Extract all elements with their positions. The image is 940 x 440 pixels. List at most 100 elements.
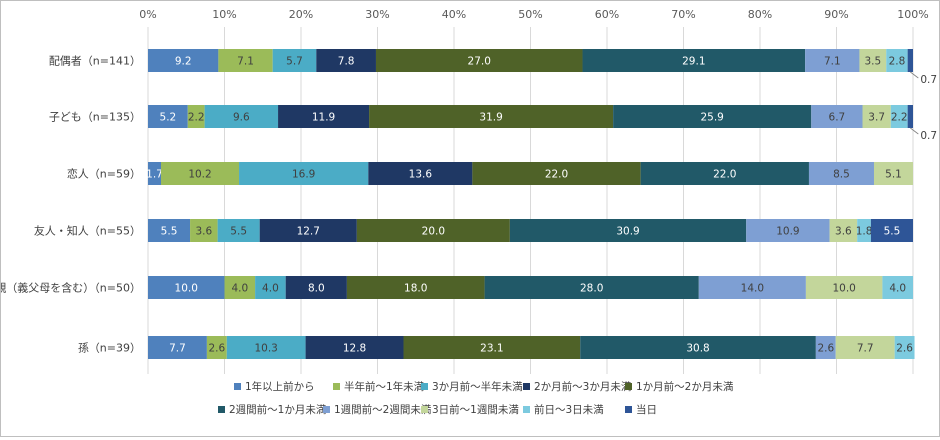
bar-segment xyxy=(870,219,913,242)
data-label: 13.6 xyxy=(409,169,433,181)
legend-swatch xyxy=(218,406,225,413)
legend-label: 1か月前～2か月未満 xyxy=(636,380,734,393)
data-label: 3.5 xyxy=(864,56,881,68)
leader-line xyxy=(910,71,919,79)
bar-segment xyxy=(272,49,317,72)
data-label: 31.9 xyxy=(479,112,502,124)
legend-label: 前日～3日未満 xyxy=(534,403,604,416)
legend-swatch xyxy=(523,383,530,390)
bar-segment xyxy=(239,162,369,185)
legend-label: 3か月前～半年未満 xyxy=(432,380,523,393)
bar-segment xyxy=(369,105,614,128)
bar-segment xyxy=(815,336,836,359)
bar-segment xyxy=(698,276,806,299)
bar-segment xyxy=(161,162,240,185)
bar-segment xyxy=(403,336,581,359)
data-label: 20.0 xyxy=(422,226,445,238)
bar-segment xyxy=(886,49,908,72)
bar-segment xyxy=(278,105,370,128)
bar-segment xyxy=(356,219,510,242)
data-label: 14.0 xyxy=(741,283,764,295)
data-label: 4.0 xyxy=(231,283,248,295)
bar-segment xyxy=(316,49,376,72)
data-label: 1.8 xyxy=(856,226,873,238)
bar-segment xyxy=(894,336,915,359)
data-label: 10.0 xyxy=(832,283,855,295)
data-label: 2.2 xyxy=(188,112,205,124)
data-label: 22.0 xyxy=(713,169,736,181)
bar-segment xyxy=(862,105,891,128)
category-label: 親（義父母を含む）（n=50） xyxy=(1,281,141,295)
data-label: 8.5 xyxy=(833,169,850,181)
bar-segment xyxy=(582,49,806,72)
bar-segment xyxy=(285,276,347,299)
data-label: 3.6 xyxy=(195,226,212,238)
data-label: 23.1 xyxy=(480,343,503,355)
legend-swatch xyxy=(323,406,330,413)
bar-segment xyxy=(808,162,874,185)
bar-segment xyxy=(811,105,863,128)
category-label: 子ども（n=135） xyxy=(49,111,141,124)
data-label: 9.6 xyxy=(233,112,250,124)
x-tick-label: 70% xyxy=(671,8,695,21)
data-label: 16.9 xyxy=(292,169,315,181)
bar-segment xyxy=(907,105,913,128)
data-label: 28.0 xyxy=(580,283,603,295)
legend-swatch xyxy=(625,383,632,390)
data-label: 18.0 xyxy=(404,283,427,295)
legend-label: 当日 xyxy=(636,403,657,416)
legend-swatch xyxy=(333,383,340,390)
bar-segment xyxy=(190,219,218,242)
legend-swatch xyxy=(421,383,428,390)
data-label: 7.8 xyxy=(338,56,355,68)
bar-segment xyxy=(305,336,404,359)
data-label: 7.7 xyxy=(857,343,874,355)
bar-segment xyxy=(613,105,812,128)
leader-line xyxy=(910,127,919,135)
bar-segment xyxy=(259,219,357,242)
data-label: 2.6 xyxy=(817,343,834,355)
bar-segment xyxy=(217,219,260,242)
legend-label: 3日前～1週間未満 xyxy=(432,403,519,416)
bar-segment xyxy=(580,336,816,359)
bar-segment xyxy=(472,162,641,185)
bar-segment xyxy=(148,162,162,185)
data-label: 30.8 xyxy=(686,343,709,355)
data-label: 5.5 xyxy=(884,226,901,238)
x-tick-label: 50% xyxy=(518,8,542,21)
data-label: 10.2 xyxy=(188,169,211,181)
data-label: 2.2 xyxy=(891,112,908,124)
x-tick-label: 40% xyxy=(442,8,466,21)
legend-label: 2か月前～3か月未満 xyxy=(534,380,632,393)
data-label: 7.1 xyxy=(824,56,841,68)
bar-segment xyxy=(187,105,205,128)
data-label: 12.7 xyxy=(297,226,320,238)
x-tick-label: 10% xyxy=(212,8,236,21)
legend-label: 1年以上前から xyxy=(245,380,315,393)
legend-swatch xyxy=(625,406,632,413)
data-label: 22.0 xyxy=(545,169,568,181)
data-label: 5.5 xyxy=(161,226,178,238)
data-label: 27.0 xyxy=(468,56,491,68)
category-label: 配偶者（n=141） xyxy=(49,55,141,68)
bar-segment xyxy=(907,49,913,72)
data-label: 29.1 xyxy=(682,56,705,68)
data-label: 5.5 xyxy=(230,226,247,238)
bar-segment xyxy=(859,49,887,72)
data-label: 3.7 xyxy=(868,112,885,124)
data-label: 6.7 xyxy=(829,112,846,124)
bar-segment xyxy=(375,49,583,72)
x-tick-label: 90% xyxy=(824,8,848,21)
bar-segment xyxy=(857,219,871,242)
category-label: 友人・知人（n=55） xyxy=(34,224,141,238)
x-tick-label: 60% xyxy=(595,8,619,21)
category-label: 孫（n=39） xyxy=(78,342,141,355)
data-label: 1.7 xyxy=(146,169,163,181)
x-tick-label: 80% xyxy=(748,8,772,21)
data-label: 7.1 xyxy=(237,56,254,68)
data-label: 2.6 xyxy=(208,343,225,355)
data-label: 2.8 xyxy=(889,56,906,68)
bar-segment xyxy=(206,336,227,359)
